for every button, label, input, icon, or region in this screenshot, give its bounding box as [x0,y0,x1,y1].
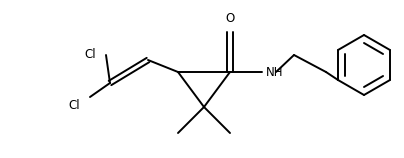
Text: O: O [225,12,235,25]
Text: NH: NH [266,66,284,79]
Text: Cl: Cl [68,99,80,112]
Text: Cl: Cl [84,49,96,61]
